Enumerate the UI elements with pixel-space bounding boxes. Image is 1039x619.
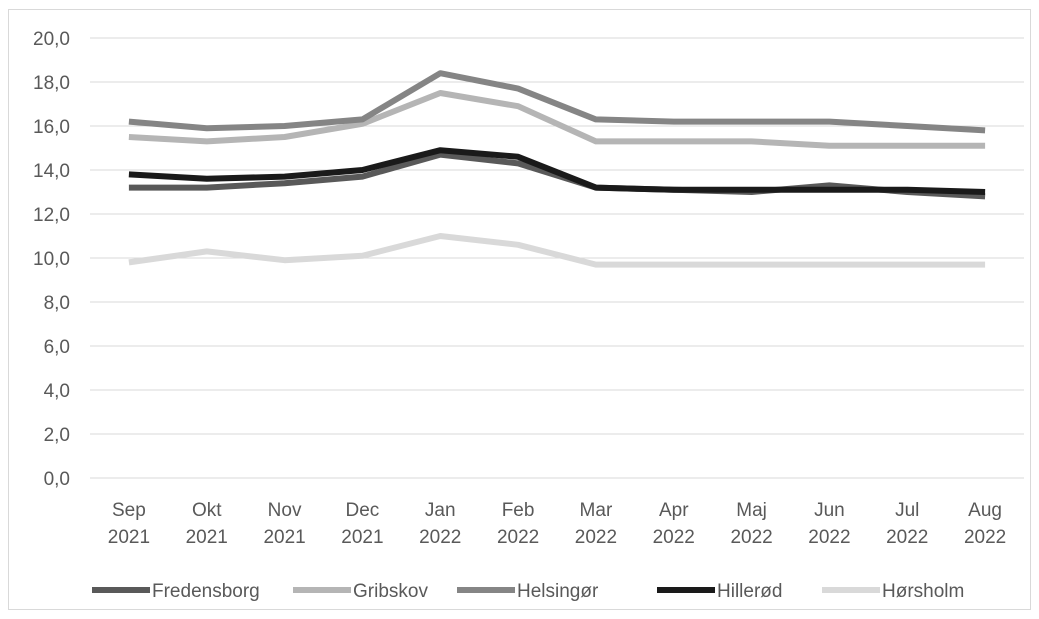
y-tick-label: 12,0 <box>33 205 70 226</box>
legend-label: Hillerød <box>717 581 782 602</box>
legend-label: Fredensborg <box>152 581 260 602</box>
y-tick-label: 8,0 <box>44 293 70 314</box>
x-tick-label: Maj 2022 <box>730 500 772 548</box>
x-tick-label: Apr 2022 <box>653 500 695 548</box>
x-tick-label: Jan 2022 <box>419 500 461 548</box>
y-tick-label: 2,0 <box>44 425 70 446</box>
series-line-gribskov <box>128 90 986 149</box>
y-tick-label: 16,0 <box>33 117 70 138</box>
series-line-h-rsholm <box>128 233 986 268</box>
series-line-fredensborg <box>128 151 986 200</box>
x-tick-label: Aug 2022 <box>964 500 1006 548</box>
y-tick-label: 4,0 <box>44 381 70 402</box>
x-tick-label: Feb 2022 <box>497 500 539 548</box>
x-tick-label: Jul 2022 <box>886 500 928 548</box>
legend-label: Gribskov <box>353 581 428 602</box>
x-tick-label: Sep 2021 <box>108 500 150 548</box>
series-line-hiller-d <box>128 147 986 195</box>
y-tick-label: 18,0 <box>33 73 70 94</box>
series-line-helsing-r <box>128 70 986 134</box>
y-tick-label: 14,0 <box>33 161 70 182</box>
legend-label: Helsingør <box>517 581 599 602</box>
x-tick-label: Jun 2022 <box>808 500 850 548</box>
y-tick-label: 6,0 <box>44 337 70 358</box>
x-tick-label: Dec 2021 <box>341 500 383 548</box>
y-tick-label: 0,0 <box>44 469 70 490</box>
y-tick-label: 20,0 <box>33 29 70 50</box>
x-tick-label: Nov 2021 <box>263 500 305 548</box>
y-tick-label: 10,0 <box>33 249 70 270</box>
chart-frame <box>8 9 1031 610</box>
legend-label: Hørsholm <box>882 581 964 602</box>
x-tick-label: Mar 2022 <box>575 500 617 548</box>
x-tick-label: Okt 2021 <box>186 500 228 548</box>
